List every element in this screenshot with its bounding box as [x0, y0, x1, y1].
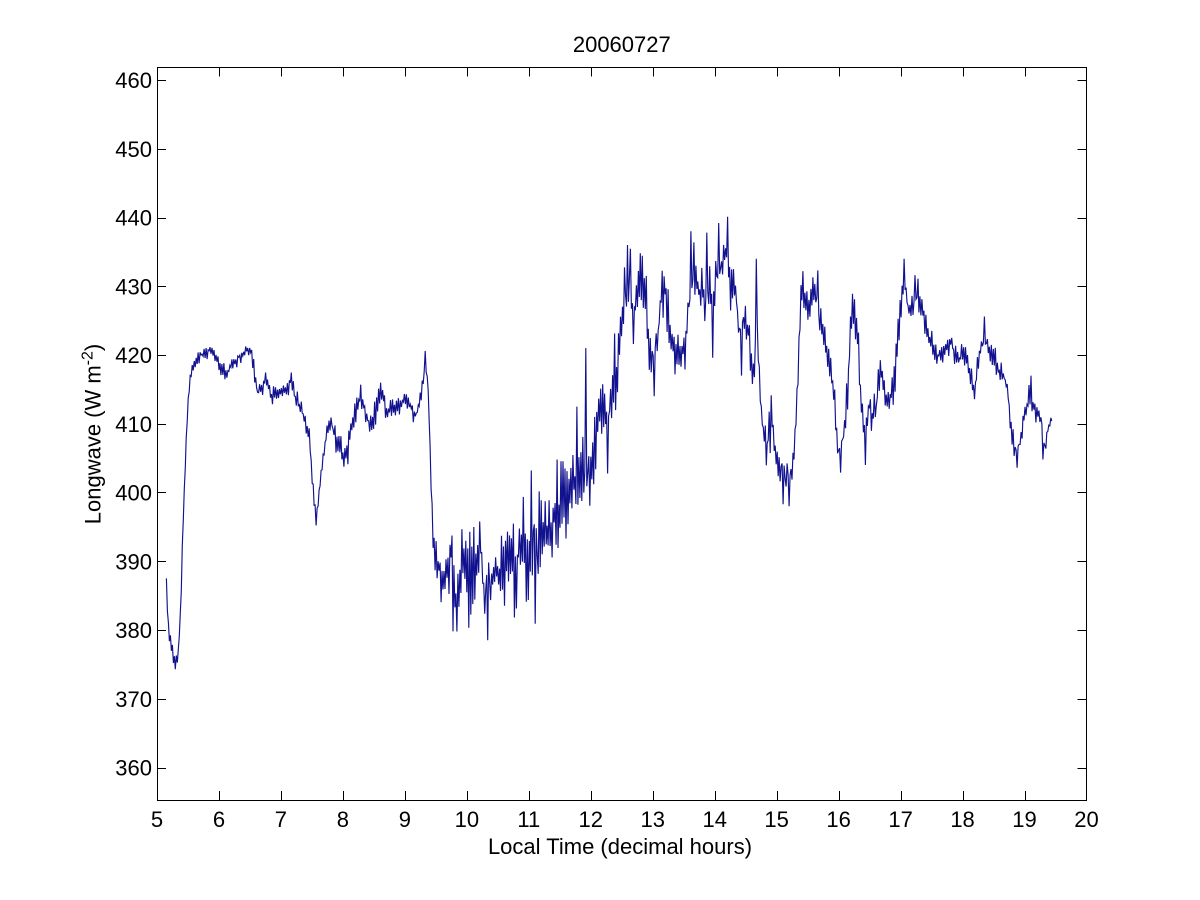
svg-text:Longwave (W m-2): Longwave (W m-2)	[80, 344, 106, 525]
svg-text:410: 410	[115, 412, 152, 437]
svg-text:380: 380	[115, 618, 152, 643]
svg-text:5: 5	[151, 807, 163, 832]
svg-text:Local Time (decimal hours): Local Time (decimal hours)	[488, 834, 752, 859]
svg-text:19: 19	[1012, 807, 1036, 832]
svg-text:20: 20	[1074, 807, 1098, 832]
svg-text:400: 400	[115, 481, 152, 506]
svg-text:430: 430	[115, 274, 152, 299]
svg-text:8: 8	[337, 807, 349, 832]
svg-text:15: 15	[764, 807, 788, 832]
svg-text:9: 9	[399, 807, 411, 832]
svg-text:440: 440	[115, 206, 152, 231]
svg-text:7: 7	[275, 807, 287, 832]
svg-text:12: 12	[579, 807, 603, 832]
svg-text:16: 16	[826, 807, 850, 832]
svg-text:10: 10	[455, 807, 479, 832]
svg-text:370: 370	[115, 687, 152, 712]
svg-text:460: 460	[115, 68, 152, 93]
svg-text:20060727: 20060727	[573, 32, 671, 57]
svg-text:6: 6	[213, 807, 225, 832]
svg-text:14: 14	[702, 807, 726, 832]
svg-text:390: 390	[115, 549, 152, 574]
svg-text:450: 450	[115, 137, 152, 162]
svg-text:13: 13	[640, 807, 664, 832]
svg-text:17: 17	[888, 807, 912, 832]
svg-text:11: 11	[517, 807, 540, 832]
svg-text:360: 360	[115, 756, 152, 781]
svg-text:420: 420	[115, 343, 152, 368]
svg-text:18: 18	[950, 807, 974, 832]
